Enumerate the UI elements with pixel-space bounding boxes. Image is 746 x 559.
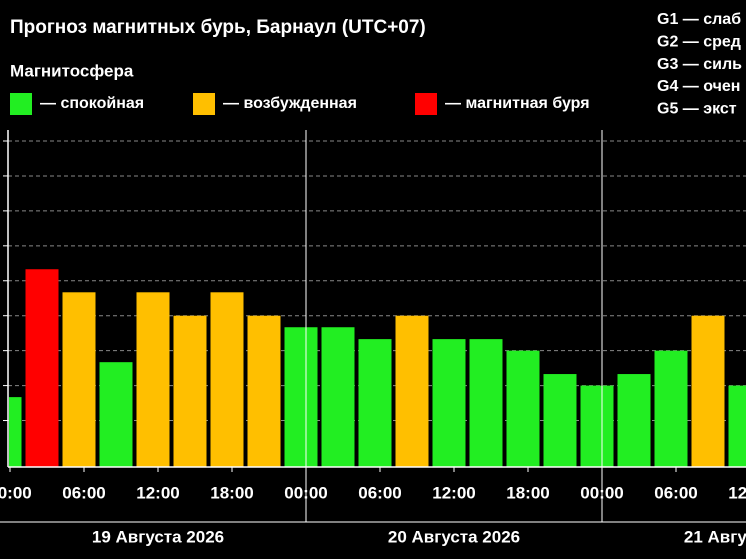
legend-swatch xyxy=(193,93,215,115)
legend-label: — возбужденная xyxy=(223,95,357,112)
bar xyxy=(136,292,170,467)
bar xyxy=(99,362,133,467)
x-tick-label: 06:00 xyxy=(62,483,105,502)
day-label: 21 Августа 2026 xyxy=(684,527,746,546)
x-tick-label: 06:00 xyxy=(358,483,401,502)
scale-legend-item: G2 — сред xyxy=(657,34,741,51)
chart-title: Прогноз магнитных бурь, Барнаул (UTC+07) xyxy=(10,17,426,38)
bar xyxy=(654,350,688,467)
bar xyxy=(210,292,244,467)
x-tick-label: 00:00 xyxy=(580,483,623,502)
x-tick-label: 00:00 xyxy=(0,483,32,502)
day-label: 19 Августа 2026 xyxy=(92,527,224,546)
bar xyxy=(580,385,614,467)
legend-swatch xyxy=(415,93,437,115)
bar xyxy=(506,350,540,467)
x-tick-label: 00:00 xyxy=(284,483,327,502)
bar xyxy=(25,269,59,467)
legend-label: — спокойная xyxy=(40,95,144,112)
x-tick-label: 06:00 xyxy=(654,483,697,502)
bar xyxy=(543,374,577,467)
legend-swatch xyxy=(10,93,32,115)
x-tick-label: 18:00 xyxy=(210,483,253,502)
scale-legend-item: G1 — слаб xyxy=(657,11,741,28)
bar xyxy=(728,385,746,467)
bar xyxy=(284,327,318,467)
day-label: 20 Августа 2026 xyxy=(388,527,520,546)
x-tick-label: 12:00 xyxy=(432,483,475,502)
x-tick-label: 18:00 xyxy=(506,483,549,502)
bar xyxy=(691,315,725,467)
bar xyxy=(432,339,466,467)
bar xyxy=(617,374,651,467)
bar xyxy=(321,327,355,467)
bar xyxy=(62,292,96,467)
bar xyxy=(173,315,207,467)
bar xyxy=(358,339,392,467)
bar xyxy=(469,339,503,467)
legend-label: — магнитная буря xyxy=(445,95,590,112)
scale-legend-item: G3 — силь xyxy=(657,56,742,73)
subtitle: Магнитосфера xyxy=(10,61,134,80)
bar xyxy=(395,315,429,467)
bar xyxy=(247,315,281,467)
x-tick-label: 12:00 xyxy=(136,483,179,502)
scale-legend-item: G4 — очен xyxy=(657,78,740,95)
x-tick-label: 12:00 xyxy=(728,483,746,502)
scale-legend-item: G5 — экст xyxy=(657,100,737,117)
bar xyxy=(9,397,22,467)
